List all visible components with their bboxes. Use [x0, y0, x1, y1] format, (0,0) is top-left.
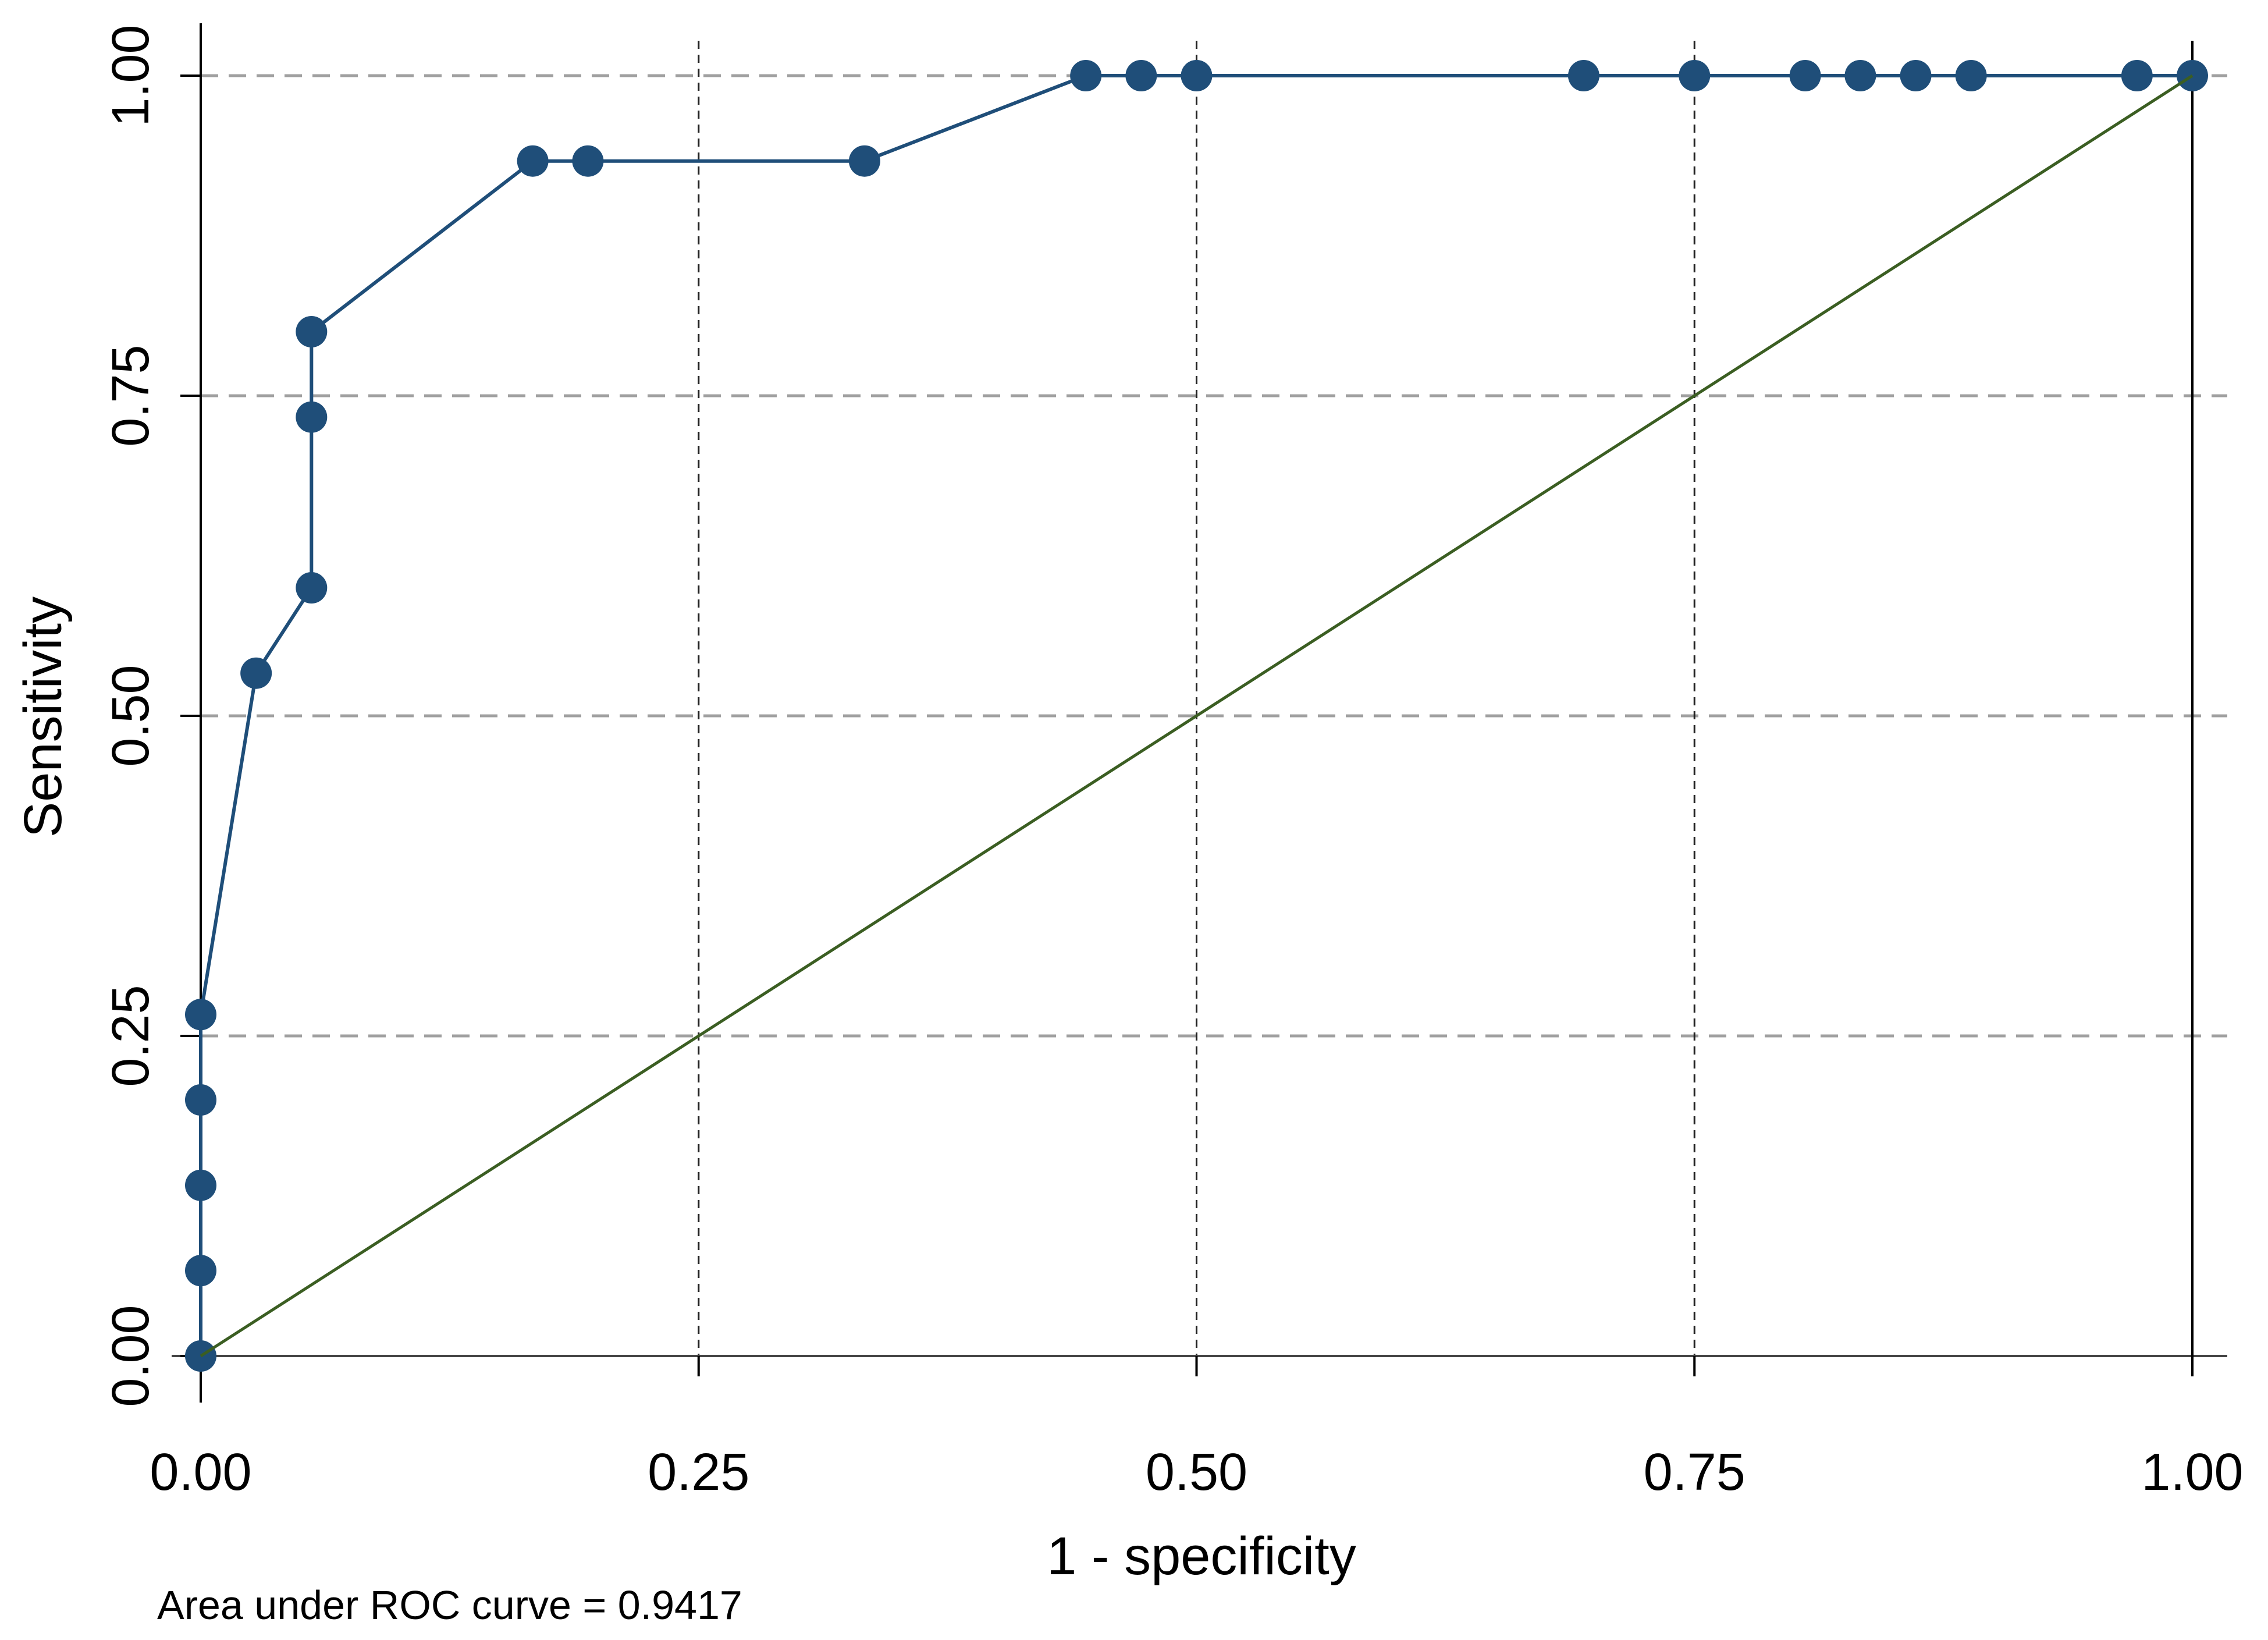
roc-point — [185, 1169, 216, 1201]
roc-point — [296, 401, 328, 433]
x-tick-label: 0.50 — [1146, 1443, 1247, 1501]
roc-point — [185, 1084, 216, 1116]
x-axis-title: 1 - specificity — [1047, 1527, 1356, 1586]
roc-point — [1789, 60, 1821, 91]
series — [185, 60, 2208, 1372]
tick-labels: 0.00 0.25 0.50 0.75 1.00 0.00 0.25 0.50 0.75 1.00 — [102, 24, 2244, 1501]
y-axis-title: Sensitivity — [13, 597, 73, 837]
roc-point — [2121, 60, 2153, 91]
roc-point — [1679, 60, 1711, 91]
y-tick-label: 1.00 — [102, 24, 160, 126]
y-tick-label: 0.25 — [102, 985, 160, 1087]
roc-point — [240, 657, 272, 689]
roc-point — [1070, 60, 1102, 91]
y-tick-label: 0.75 — [102, 345, 160, 446]
x-tick-label: 0.75 — [1644, 1443, 1746, 1501]
roc-point — [296, 316, 328, 347]
y-tick-label: 0.50 — [102, 665, 160, 766]
x-tick-label: 1.00 — [2141, 1443, 2243, 1501]
roc-point — [517, 145, 549, 177]
roc-point — [848, 145, 880, 177]
roc-point — [1844, 60, 1876, 91]
roc-point — [185, 999, 216, 1031]
y-tick-label: 0.00 — [102, 1305, 160, 1407]
roc-point — [1955, 60, 1987, 91]
roc-point — [1900, 60, 1932, 91]
roc-point — [1125, 60, 1157, 91]
roc-point — [185, 1255, 216, 1287]
x-tick-label: 0.00 — [150, 1443, 251, 1501]
roc-point — [296, 572, 328, 604]
roc-point — [1181, 60, 1213, 91]
x-tick-label: 0.25 — [648, 1443, 749, 1501]
reference-diagonal-line — [200, 74, 2194, 1358]
auc-annotation: Area under ROC curve = 0.9417 — [157, 1582, 742, 1628]
roc-point — [1567, 60, 1599, 91]
roc-point — [572, 145, 604, 177]
